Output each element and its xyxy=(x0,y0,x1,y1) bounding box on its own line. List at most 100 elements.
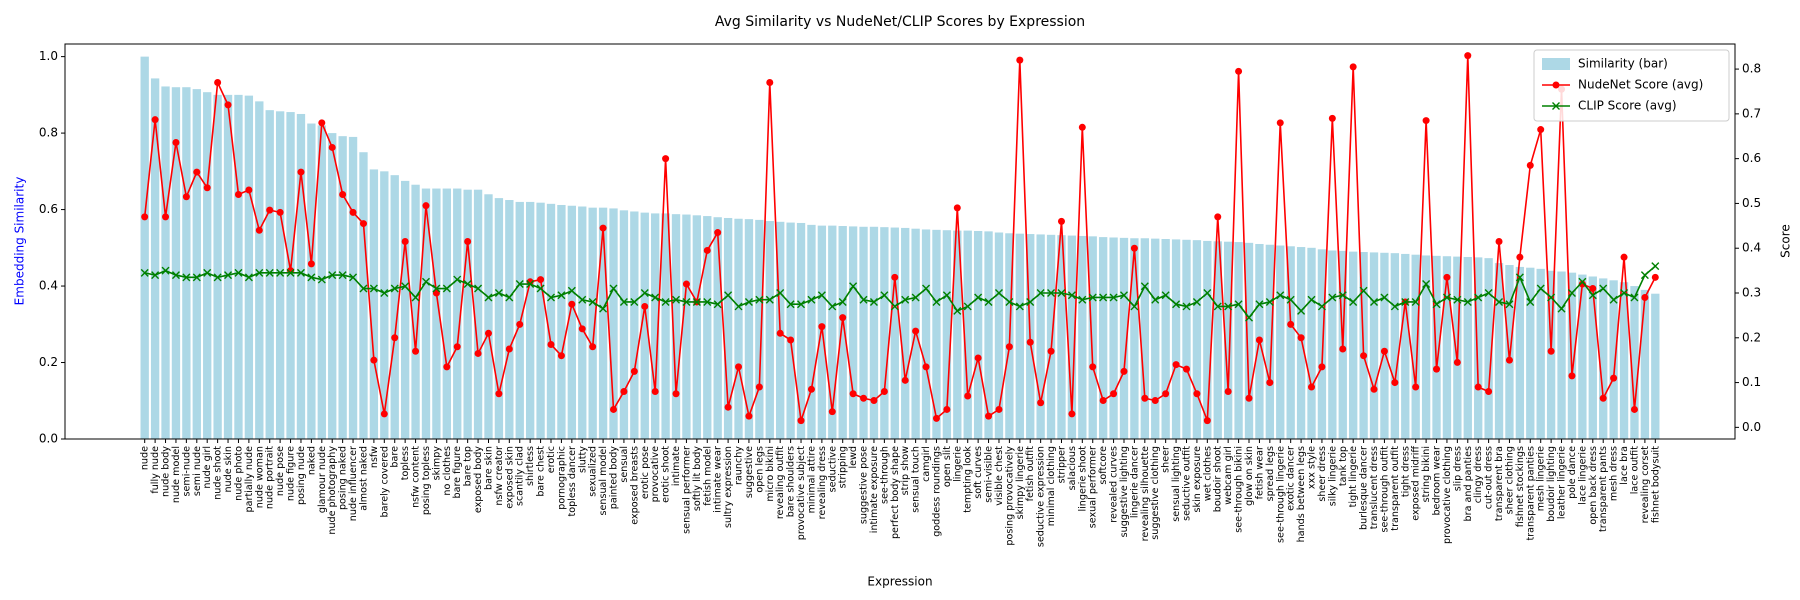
x-tick-label: seductive outfit xyxy=(1181,446,1192,521)
marker xyxy=(162,213,170,221)
x-tick-label: clingy dress xyxy=(1473,446,1484,503)
x-tick-label: nude girl xyxy=(202,446,213,489)
marker xyxy=(1359,286,1368,295)
marker xyxy=(869,297,878,306)
x-tick-label: transparent outfit xyxy=(1390,446,1401,531)
marker xyxy=(1391,379,1399,387)
marker xyxy=(234,268,243,277)
marker xyxy=(911,293,920,302)
marker xyxy=(1151,396,1159,404)
marker xyxy=(1015,302,1024,311)
bar xyxy=(734,218,743,439)
x-tick-label: lace lingerie xyxy=(1577,446,1588,505)
bar xyxy=(1213,241,1222,439)
x-tick-label: revealing corset xyxy=(1640,446,1651,524)
y2-tick-label: 0.7 xyxy=(1742,106,1761,120)
x-tick-label: fetish outfit xyxy=(1025,446,1036,502)
marker xyxy=(1109,293,1118,302)
marker xyxy=(1308,383,1316,391)
marker xyxy=(401,238,409,245)
marker xyxy=(339,190,347,198)
marker xyxy=(1266,379,1274,387)
marker xyxy=(797,300,806,309)
bar xyxy=(182,87,191,439)
marker xyxy=(182,193,190,201)
x-tick-label: sheer xyxy=(1161,446,1172,473)
legend-label: Similarity (bar) xyxy=(1578,57,1668,71)
bar xyxy=(1463,256,1472,439)
marker xyxy=(1536,284,1545,293)
marker xyxy=(932,297,941,306)
x-tick-label: posing topless xyxy=(421,446,432,515)
marker xyxy=(1255,300,1264,309)
x-tick-label: wet clothes xyxy=(1202,446,1213,501)
marker xyxy=(1067,291,1076,300)
x-tick-label: semi nude xyxy=(192,446,203,496)
marker xyxy=(1453,295,1462,304)
x-tick-label: burlesque dancer xyxy=(1359,446,1370,530)
x-tick-label: revealed curves xyxy=(1109,446,1120,523)
marker xyxy=(557,291,566,300)
bar xyxy=(1130,238,1139,439)
bar xyxy=(1161,239,1170,439)
marker xyxy=(1235,67,1243,75)
marker xyxy=(1162,390,1170,398)
bar xyxy=(400,180,410,439)
marker xyxy=(1495,297,1504,306)
marker xyxy=(463,280,472,289)
marker xyxy=(307,260,315,268)
bar xyxy=(869,226,879,439)
marker xyxy=(1442,293,1451,302)
marker xyxy=(1068,410,1076,418)
marker xyxy=(1641,293,1649,301)
bar xyxy=(786,222,795,439)
marker xyxy=(1130,244,1138,252)
marker xyxy=(1214,213,1222,221)
marker xyxy=(838,297,847,306)
x-tick-label: fishnet bodysuit xyxy=(1650,446,1661,523)
bar xyxy=(1140,238,1149,439)
marker xyxy=(1588,291,1597,300)
marker xyxy=(755,383,763,391)
bar xyxy=(942,230,952,439)
marker xyxy=(1099,396,1107,404)
x-tick-label: revealing outfit xyxy=(775,446,786,519)
bar xyxy=(307,123,316,439)
bar xyxy=(932,229,941,439)
marker xyxy=(1130,302,1139,311)
bar xyxy=(682,214,691,439)
x-tick-label: soft curves xyxy=(973,446,984,499)
x-tick-label: bare xyxy=(390,446,401,468)
bar xyxy=(411,184,420,439)
marker xyxy=(1245,313,1253,322)
bar xyxy=(275,111,285,439)
bar xyxy=(515,201,524,439)
y-tick-label: 0.6 xyxy=(39,202,58,216)
legend-swatch xyxy=(1542,58,1570,70)
x-tick-label: pole dance xyxy=(1567,446,1578,499)
marker xyxy=(766,79,774,87)
marker xyxy=(359,284,368,293)
bar xyxy=(994,232,1004,439)
marker xyxy=(495,390,503,398)
marker xyxy=(1338,291,1347,300)
x-tick-label: skin exposure xyxy=(1192,446,1203,513)
marker xyxy=(1203,289,1212,297)
x-tick-label: nude influencer xyxy=(348,446,359,521)
bar xyxy=(359,152,368,440)
marker xyxy=(744,297,753,306)
marker xyxy=(1005,297,1014,306)
bar xyxy=(567,205,577,439)
y2-tick-label: 0.4 xyxy=(1742,241,1761,255)
marker xyxy=(661,297,670,306)
bar xyxy=(588,207,597,439)
x-tick-label: glow on skin xyxy=(1244,446,1255,506)
x-tick-label: tempting look xyxy=(963,446,974,513)
marker xyxy=(369,284,378,293)
x-tick-label: slutty xyxy=(577,446,588,473)
marker xyxy=(317,275,326,284)
marker xyxy=(203,184,211,192)
x-tick-label: fully nude xyxy=(150,446,161,494)
x-tick-label: transparent bra xyxy=(1494,446,1505,521)
marker xyxy=(1516,253,1524,261)
